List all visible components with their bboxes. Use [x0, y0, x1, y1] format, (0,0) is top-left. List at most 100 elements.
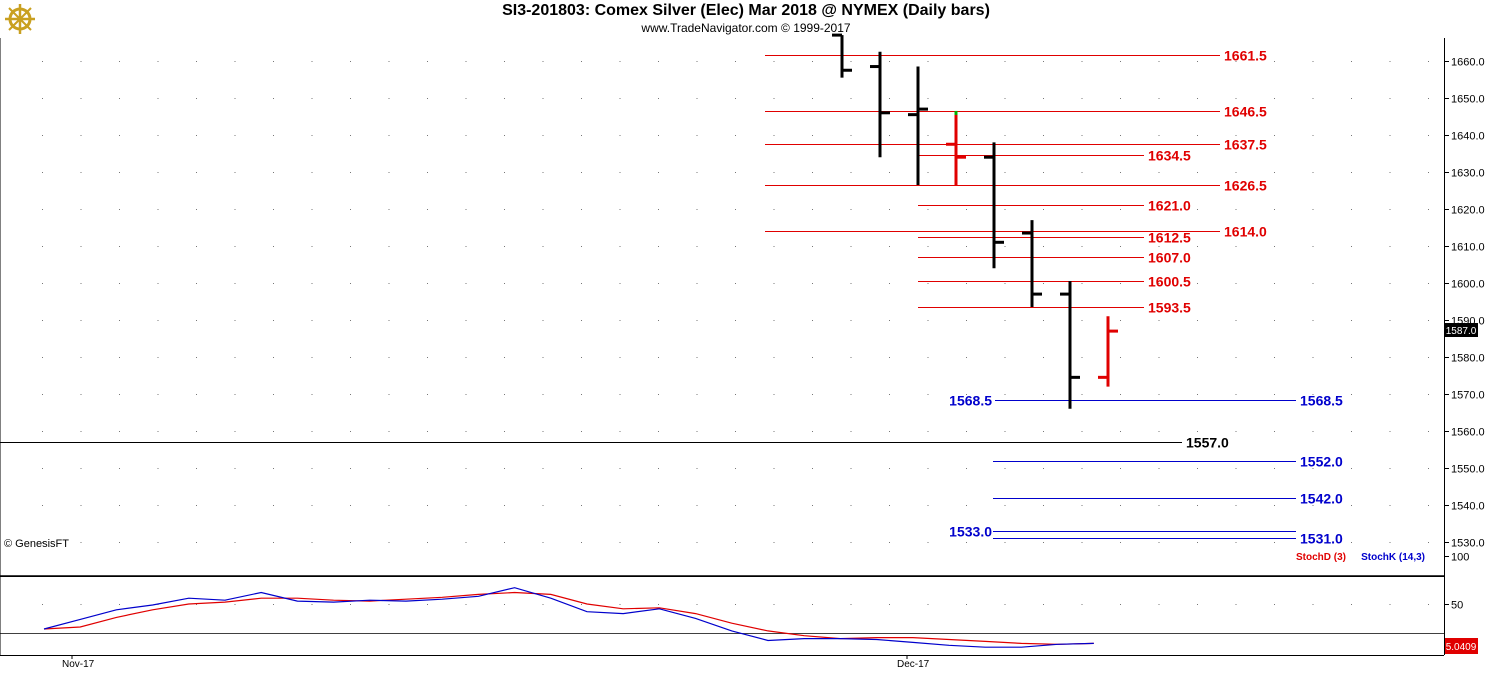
grid-dot: [1389, 61, 1391, 62]
grid-dot: [465, 542, 467, 543]
grid-dot: [889, 135, 890, 136]
grid-dot: [80, 283, 82, 284]
grid-dot: [1274, 135, 1275, 136]
grid-dot: [1274, 320, 1275, 321]
grid-dot: [388, 135, 390, 136]
grid-dot: [619, 468, 621, 469]
grid-dot: [889, 98, 890, 99]
y-tick-label: 1660.0: [1451, 57, 1485, 69]
grid-dot: [966, 357, 967, 358]
grid-dot: [119, 283, 120, 284]
grid-dot: [504, 209, 505, 210]
grid-dot: [1235, 209, 1237, 210]
ohlc-bars: [832, 33, 1118, 409]
grid-dot: [1081, 283, 1083, 284]
grid-dot: [157, 135, 159, 136]
grid-dot: [465, 172, 467, 173]
grid-dot: [850, 172, 852, 173]
stoch-y-tick-label: 50: [1451, 600, 1463, 612]
grid-dot: [889, 357, 890, 358]
grid-dot: [119, 246, 120, 247]
grid-dot: [1197, 431, 1198, 432]
grid-dot: [1197, 61, 1198, 62]
grid-dot: [1351, 209, 1352, 210]
stochastic-panel: 50 100 StochD (3) StochK (14,3): [0, 552, 1469, 648]
grid-dot: [504, 468, 505, 469]
grid-dot: [1081, 246, 1083, 247]
grid-dot: [735, 357, 736, 358]
grid-dot: [735, 542, 736, 543]
grid-dot: [157, 172, 159, 173]
grid-dot: [889, 542, 890, 543]
grid-dot: [1312, 246, 1314, 247]
grid-dot: [658, 431, 659, 432]
grid-dot: [311, 542, 313, 543]
grid-dot: [388, 98, 390, 99]
grid-dot: [889, 172, 890, 173]
grid-dot: [850, 604, 852, 605]
grid-dot: [619, 320, 621, 321]
grid-dot: [889, 209, 890, 210]
grid-dot: [157, 320, 159, 321]
grid-dot: [157, 357, 159, 358]
grid-dot: [273, 604, 274, 605]
grid-dot: [850, 542, 852, 543]
grid-dot: [504, 542, 505, 543]
grid-dot: [889, 246, 890, 247]
grid-dot: [273, 246, 274, 247]
grid-dot: [119, 604, 120, 605]
grid-dot: [388, 468, 390, 469]
grid-dot: [1120, 320, 1121, 321]
grid-dot: [1120, 505, 1121, 506]
grid-dot: [1235, 431, 1237, 432]
grid-dot: [350, 357, 351, 358]
grid-dot: [619, 135, 621, 136]
grid-dot: [581, 135, 582, 136]
grid-dot: [42, 320, 43, 321]
grid-dot: [966, 431, 967, 432]
grid-dot: [1274, 283, 1275, 284]
chart-frame: [0, 38, 1445, 656]
grid-dot: [812, 283, 813, 284]
grid-dot: [889, 320, 890, 321]
grid-dot: [1274, 209, 1275, 210]
grid-dot: [119, 320, 120, 321]
grid-dot: [658, 61, 659, 62]
grid-dot: [119, 468, 120, 469]
grid-dot: [1043, 172, 1044, 173]
stoch-series-line: [43, 587, 1094, 648]
grid-dot: [311, 98, 313, 99]
level-label: 1568.5: [949, 393, 992, 409]
grid-dot: [927, 468, 929, 469]
grid-dot: [850, 505, 852, 506]
x-tick-label: Nov-17: [62, 659, 95, 670]
grid-dot: [1428, 604, 1429, 605]
grid-dot: [388, 246, 390, 247]
grid-dot: [196, 505, 197, 506]
grid-dot: [1274, 61, 1275, 62]
grid-dot: [234, 357, 236, 358]
grid-dot: [735, 505, 736, 506]
grid-dot: [350, 209, 351, 210]
grid-dot: [1197, 604, 1198, 605]
grid-dot: [542, 505, 544, 506]
grid-dot: [273, 431, 274, 432]
grid-dot: [1158, 135, 1160, 136]
ohlc-bar: [946, 110, 966, 185]
ohlc-bar: [1098, 316, 1118, 387]
grid-dot: [1043, 135, 1044, 136]
grid-dot: [696, 135, 698, 136]
grid-dot: [504, 61, 505, 62]
y-tick-label: 1620.0: [1451, 205, 1485, 217]
grid-dot: [696, 61, 698, 62]
grid-dot: [42, 209, 43, 210]
grid-dot: [889, 505, 890, 506]
grid-dot: [1120, 604, 1121, 605]
grid-dot: [1081, 172, 1083, 173]
grid-dot: [1004, 604, 1006, 605]
grid-dot: [427, 98, 428, 99]
grid-dot: [966, 320, 967, 321]
grid-dot: [1389, 431, 1391, 432]
grid-dot: [850, 61, 852, 62]
grid-dot: [427, 320, 428, 321]
